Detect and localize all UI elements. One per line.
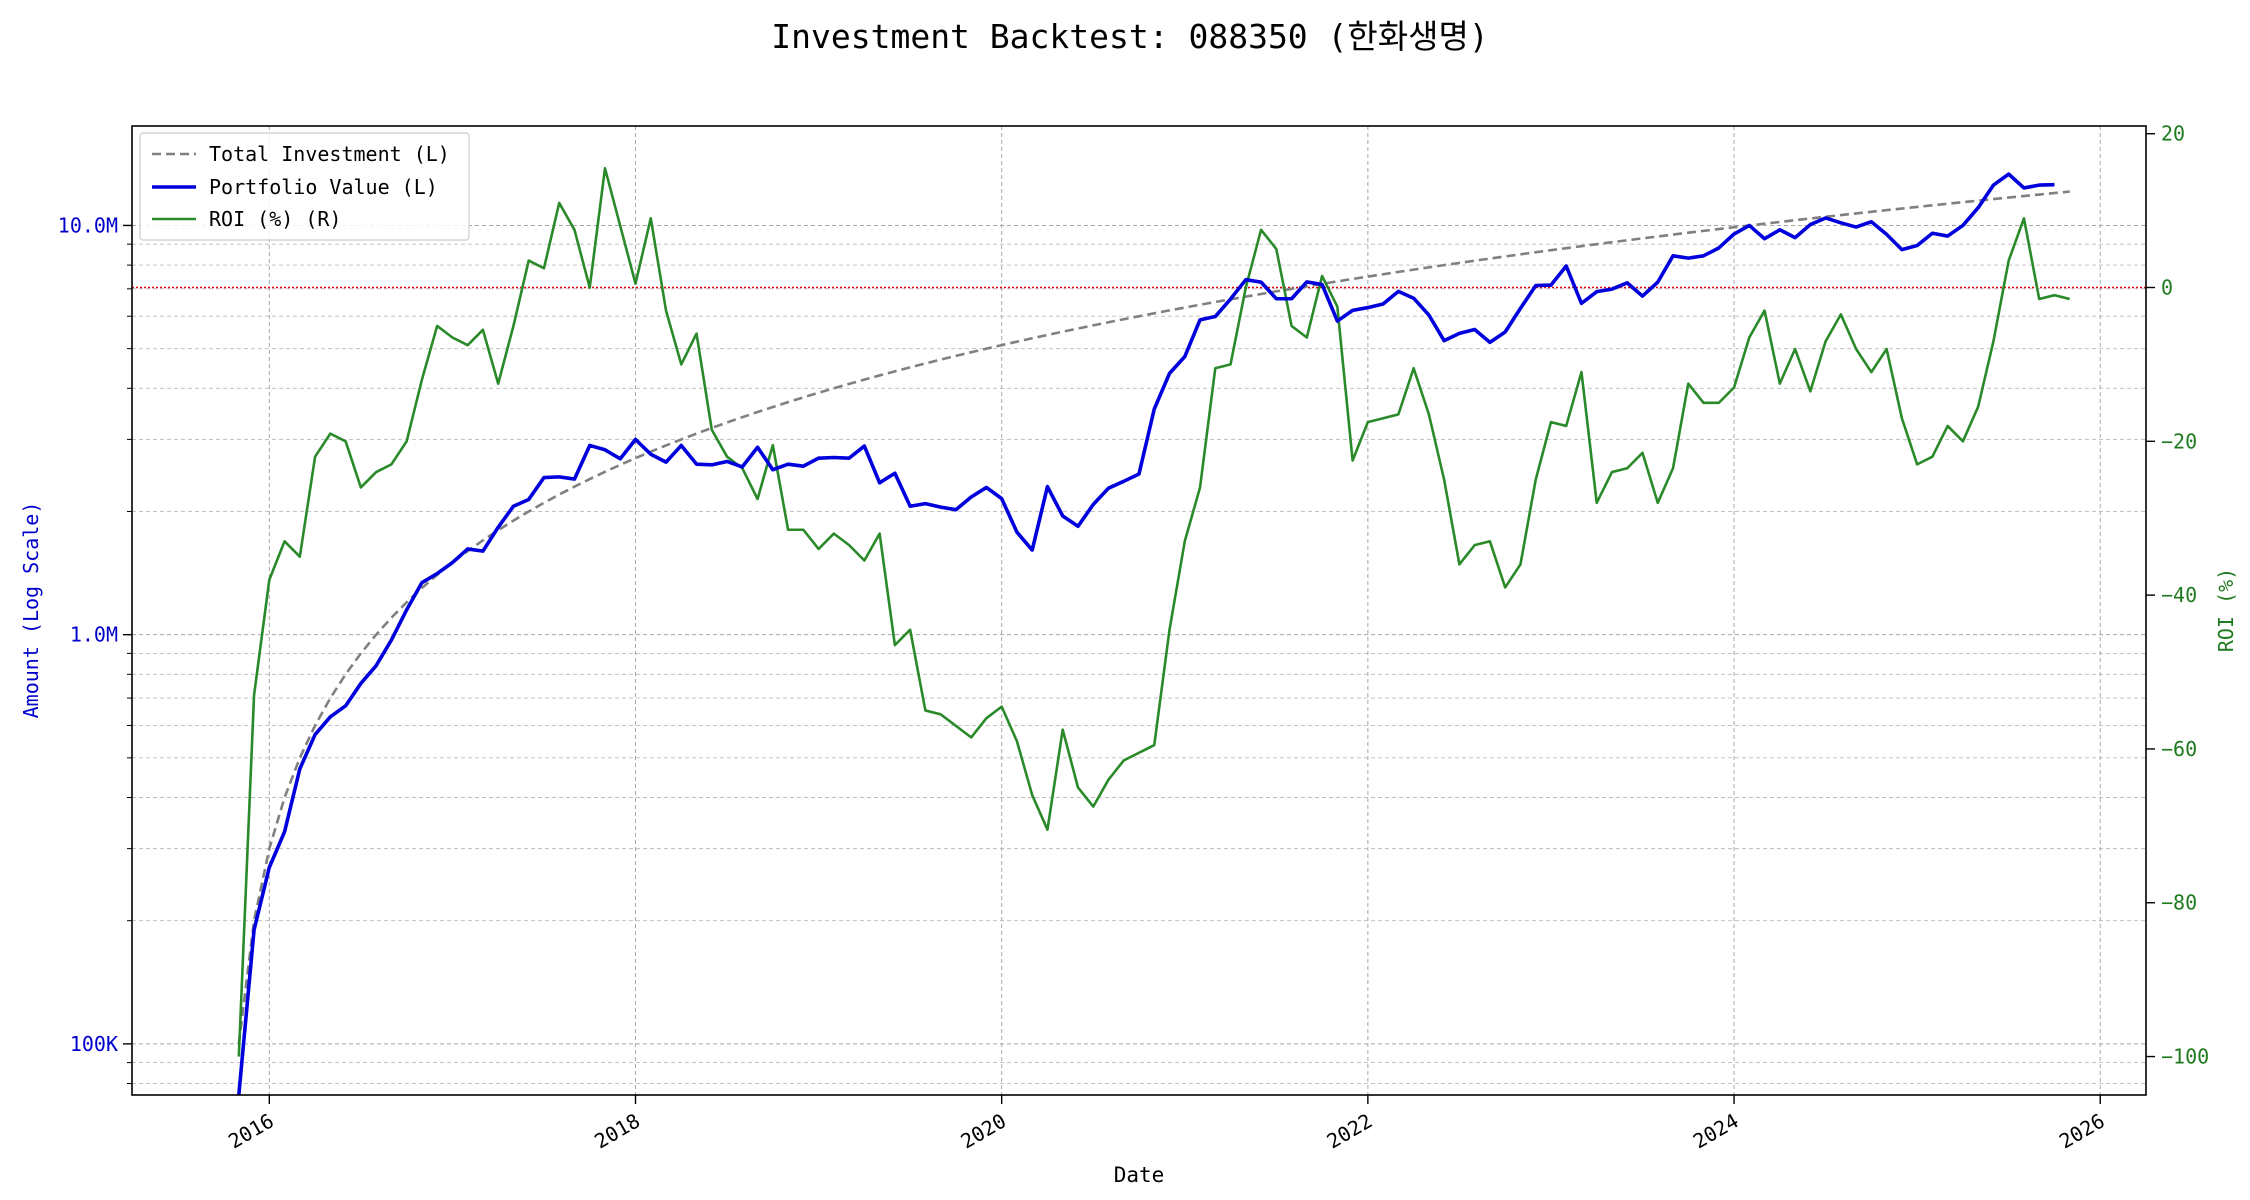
series-total-investment-line (237, 190, 2070, 1045)
x-axis-label: Date (1114, 1163, 1165, 1187)
y-axis-label-left: Amount (Log Scale) (19, 502, 43, 719)
legend: Total Investment (L) Portfolio Value (L)… (139, 132, 470, 241)
chart-title: Investment Backtest: 088350 (한화생명) (771, 17, 1488, 56)
right-tick-label: −80 (2161, 891, 2197, 915)
left-tick-label: 1.0M (70, 623, 118, 647)
right-tick-label: 20 (2161, 122, 2185, 146)
x-tick-label: 2026 (2055, 1109, 2109, 1154)
legend-label-portfolio-value: Portfolio Value (L) (209, 175, 438, 199)
y-axis-label-right: ROI (%) (2214, 568, 2238, 652)
grid (132, 126, 2146, 1095)
x-tick-label: 2018 (590, 1109, 644, 1154)
x-tick-label: 2016 (224, 1109, 278, 1154)
legend-label-roi: ROI (%) (R) (209, 207, 341, 231)
x-tick-label: 2022 (1323, 1109, 1377, 1154)
right-tick-label: 0 (2161, 276, 2173, 300)
plot-frame (131, 125, 2147, 1096)
left-tick-label: 10.0M (58, 213, 118, 237)
right-tick-label: −40 (2161, 583, 2197, 607)
right-tick-label: −20 (2161, 429, 2197, 453)
x-tick-label: 2020 (956, 1109, 1010, 1154)
series-roi-line (237, 167, 2071, 1057)
series-layer (132, 167, 2146, 1096)
axes-layer: 100K 1.0M 10.0M 2016 2018 2020 2022 2024 2026 20 0… (58, 122, 2209, 1154)
series-portfolio-value-line (237, 172, 2055, 1096)
left-tick-label: 100K (70, 1032, 118, 1056)
legend-label-total-investment: Total Investment (L) (209, 142, 450, 166)
legend-box (139, 132, 470, 241)
x-tick-label: 2024 (1689, 1109, 1743, 1154)
right-tick-label: −60 (2161, 737, 2197, 761)
right-tick-label: −100 (2161, 1045, 2209, 1069)
